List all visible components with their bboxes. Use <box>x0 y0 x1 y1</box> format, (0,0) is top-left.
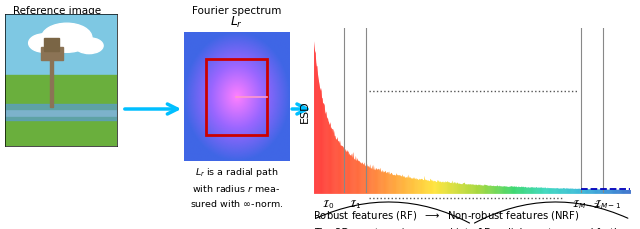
Text: Robust features (RF)  $\longrightarrow$  Non-robust features (NRF): Robust features (RF) $\longrightarrow$ N… <box>314 208 580 221</box>
Bar <box>5 118 117 147</box>
Bar <box>41 48 63 61</box>
Text: $L_r$: $L_r$ <box>230 15 243 30</box>
Bar <box>50 48 53 107</box>
Text: $\mathcal{I}_{M-2}$: $\mathcal{I}_{M-2}$ <box>572 197 599 210</box>
Ellipse shape <box>42 24 92 53</box>
Text: $\mathcal{I}_{M-1}$: $\mathcal{I}_{M-1}$ <box>594 197 621 210</box>
Text: $\mathcal{I}_0$: $\mathcal{I}_0$ <box>323 197 335 210</box>
Bar <box>5 104 117 120</box>
Text: Fourier spectrum: Fourier spectrum <box>192 6 281 16</box>
Text: ESD: ESD <box>300 100 310 122</box>
Bar <box>5 76 117 110</box>
Text: The 2D spectrum is mapped into 1D radial spectrum and further
divided into $M$ b: The 2D spectrum is mapped into 1D radial… <box>314 227 630 229</box>
Text: Reference image: Reference image <box>13 6 101 16</box>
Ellipse shape <box>29 35 60 53</box>
Bar <box>5 15 117 78</box>
Text: $L_r$ is a radial path
with radius $r$ mea-
sured with $\infty$-norm.: $L_r$ is a radial path with radius $r$ m… <box>190 165 283 208</box>
Bar <box>44 39 59 52</box>
Text: $r$: $r$ <box>225 87 232 98</box>
Ellipse shape <box>75 39 103 55</box>
Text: $\mathcal{I}_1$: $\mathcal{I}_1$ <box>349 197 361 210</box>
